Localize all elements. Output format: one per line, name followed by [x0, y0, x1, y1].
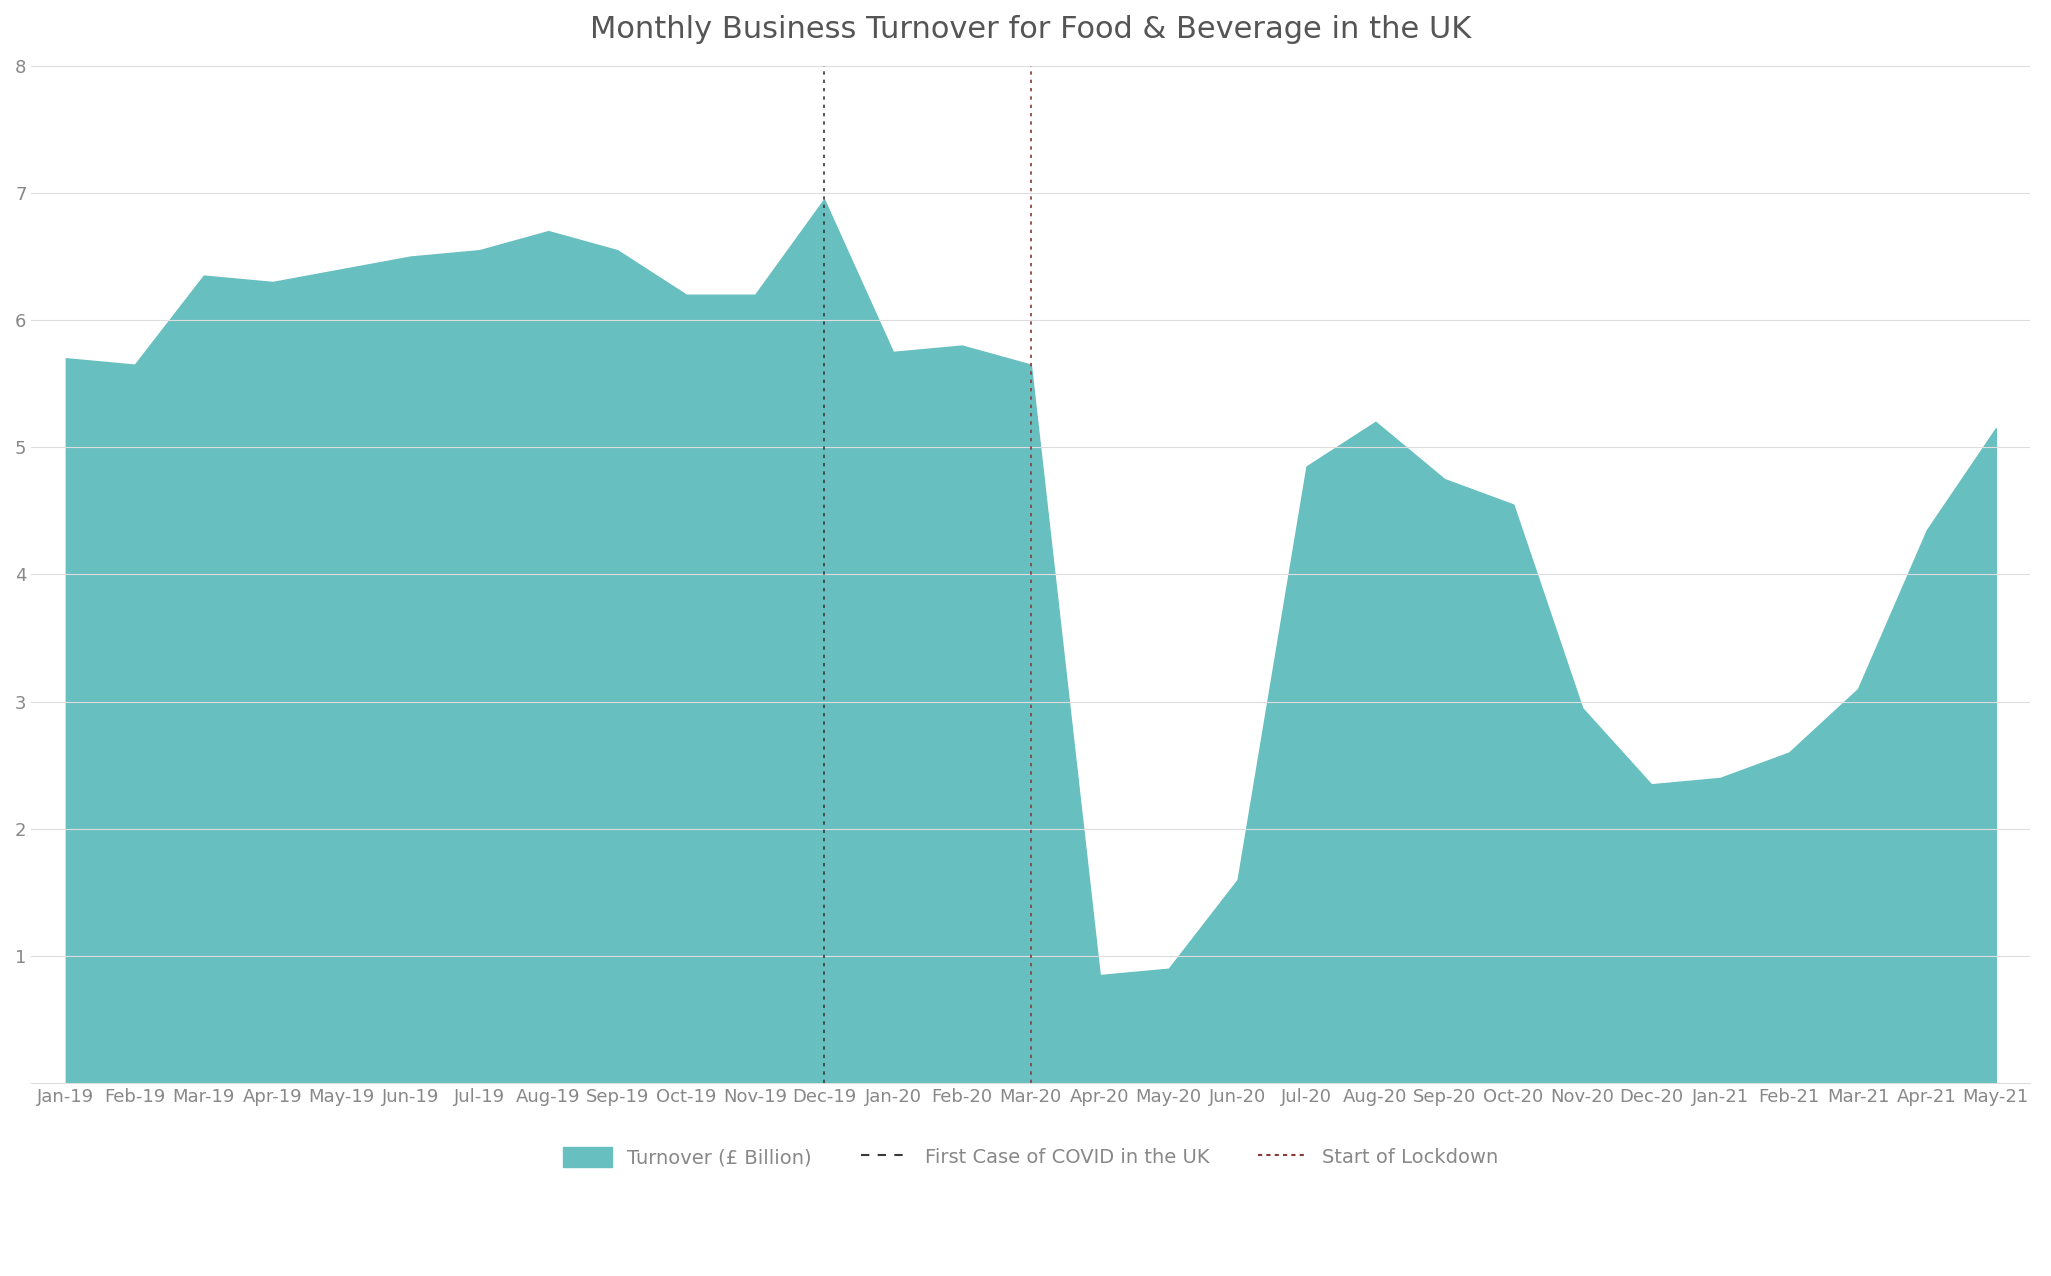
- Legend: Turnover (£ Billion), First Case of COVID in the UK, Start of Lockdown: Turnover (£ Billion), First Case of COVI…: [556, 1139, 1505, 1175]
- Title: Monthly Business Turnover for Food & Beverage in the UK: Monthly Business Turnover for Food & Bev…: [591, 15, 1471, 43]
